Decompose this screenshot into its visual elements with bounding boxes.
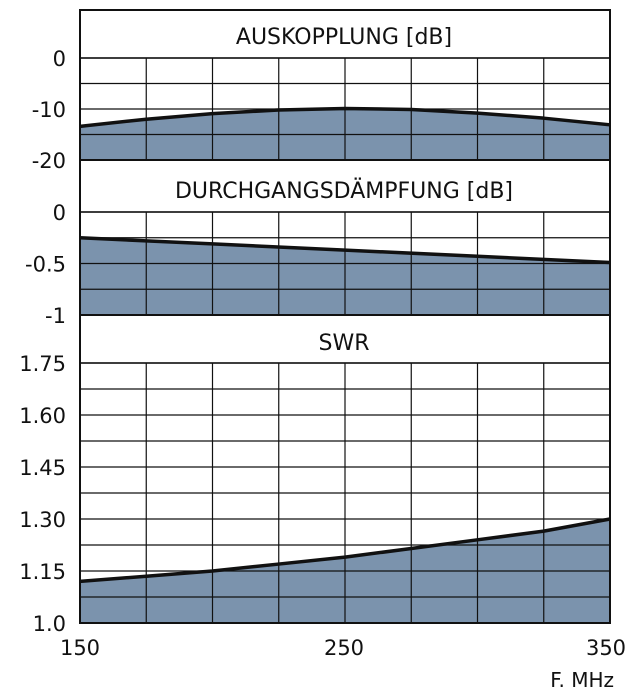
series-line bbox=[79, 236, 611, 265]
panel-swr: 1.75 1.60 1.45 1.30 1.15 1.0 bbox=[19, 314, 611, 636]
y-tick-label: 1.75 bbox=[19, 352, 66, 376]
y-tick-label: -20 bbox=[32, 149, 66, 173]
chart-frame bbox=[79, 9, 611, 624]
series-line bbox=[79, 106, 611, 129]
x-tick-label: 250 bbox=[324, 636, 364, 660]
x-tick-labels: 150 250 350 bbox=[60, 636, 626, 660]
y-tick-label: 1.30 bbox=[19, 508, 66, 532]
x-tick-label: 150 bbox=[60, 636, 100, 660]
y-tick-label: -1 bbox=[45, 304, 66, 328]
x-tick-label: 350 bbox=[586, 636, 626, 660]
series-line bbox=[79, 517, 611, 584]
y-tick-label: 1.15 bbox=[19, 560, 66, 584]
y-tick-label: 1.0 bbox=[33, 612, 66, 636]
y-tick-label: 0 bbox=[53, 47, 66, 71]
panel-title-auskopplung: AUSKOPPLUNG [dB] bbox=[236, 25, 452, 50]
y-tick-label: 1.45 bbox=[19, 456, 66, 480]
panel-title-swr: SWR bbox=[318, 331, 369, 356]
panel-auskopplung: 0 -10 -20 bbox=[32, 9, 611, 173]
y-tick-label: -0.5 bbox=[25, 253, 66, 277]
panel-title-durchgangsdaempfung: DURCHGANGSDÄMPFUNG [dB] bbox=[175, 178, 513, 204]
x-axis-label: F. MHz bbox=[550, 668, 614, 692]
y-tick-label: 0 bbox=[53, 201, 66, 225]
y-tick-label: -10 bbox=[32, 98, 66, 122]
y-tick-label: 1.60 bbox=[19, 404, 66, 428]
